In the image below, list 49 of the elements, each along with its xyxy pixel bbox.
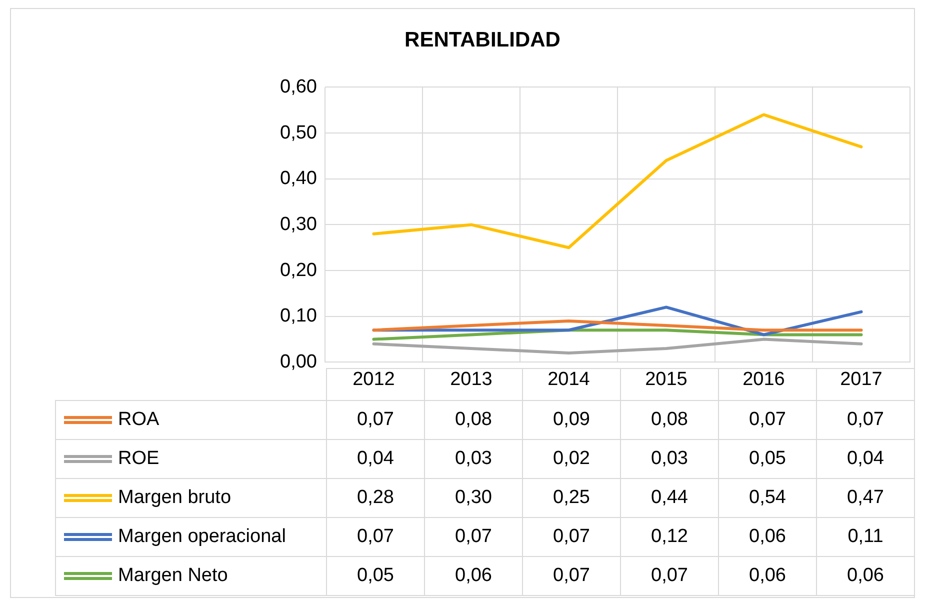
data-label: 0,09 (522, 400, 620, 440)
y-tick-label: 0,20 (280, 260, 317, 281)
data-label: 0,06 (718, 556, 816, 596)
data-label: 0,05 (326, 556, 424, 596)
data-label: 0,05 (718, 440, 816, 478)
data-label: 0,04 (816, 440, 914, 478)
data-label: 0,08 (620, 400, 718, 440)
data-label: 0,06 (718, 518, 816, 556)
x-tick-label: 2016 (742, 368, 785, 390)
x-tick-label: 2012 (352, 368, 395, 390)
data-label: 0,07 (816, 400, 914, 440)
data-label: 0,54 (718, 478, 816, 518)
data-label: 0,04 (326, 440, 424, 478)
data-label: 0,07 (522, 518, 620, 556)
data-label: 0,07 (424, 518, 522, 556)
data-label: 0,25 (522, 478, 620, 518)
y-tick-label: 0,60 (280, 76, 317, 98)
data-label: 0,28 (326, 478, 424, 518)
data-label: 0,08 (424, 400, 522, 440)
y-tick-label: 0,50 (280, 122, 317, 144)
y-tick-label: 0,00 (280, 351, 317, 372)
y-tick-label: 0,30 (280, 214, 317, 235)
data-label: 0,06 (424, 556, 522, 596)
data-label: 0,06 (816, 556, 914, 596)
x-tick-label: 2014 (548, 368, 590, 390)
y-tick-label: 0,40 (280, 168, 317, 190)
data-label: 0,03 (424, 440, 522, 478)
data-label: 0,03 (620, 440, 718, 478)
legend-label: Margen Neto (56, 556, 326, 596)
x-tick-label: 2013 (450, 368, 492, 390)
legend-label: ROA (56, 400, 326, 440)
data-label: 0,44 (620, 478, 718, 518)
y-tick-label: 0,10 (280, 306, 317, 327)
data-label: 0,30 (424, 478, 522, 518)
data-label: 0,07 (522, 556, 620, 596)
data-label: 0,02 (522, 440, 620, 478)
data-label: 0,47 (816, 478, 914, 518)
legend-label: ROE (56, 440, 326, 478)
data-label: 0,07 (718, 400, 816, 440)
chart-title: RENTABILIDAD (404, 28, 560, 52)
data-label: 0,07 (326, 400, 424, 440)
x-tick-label: 2015 (645, 368, 688, 390)
legend-label: Margen bruto (56, 478, 326, 518)
data-label: 0,11 (816, 518, 914, 556)
legend-label: Margen operacional (56, 518, 326, 556)
data-label: 0,07 (326, 518, 424, 556)
data-label: 0,12 (620, 518, 718, 556)
data-label: 0,07 (620, 556, 718, 596)
x-tick-label: 2017 (840, 368, 882, 390)
